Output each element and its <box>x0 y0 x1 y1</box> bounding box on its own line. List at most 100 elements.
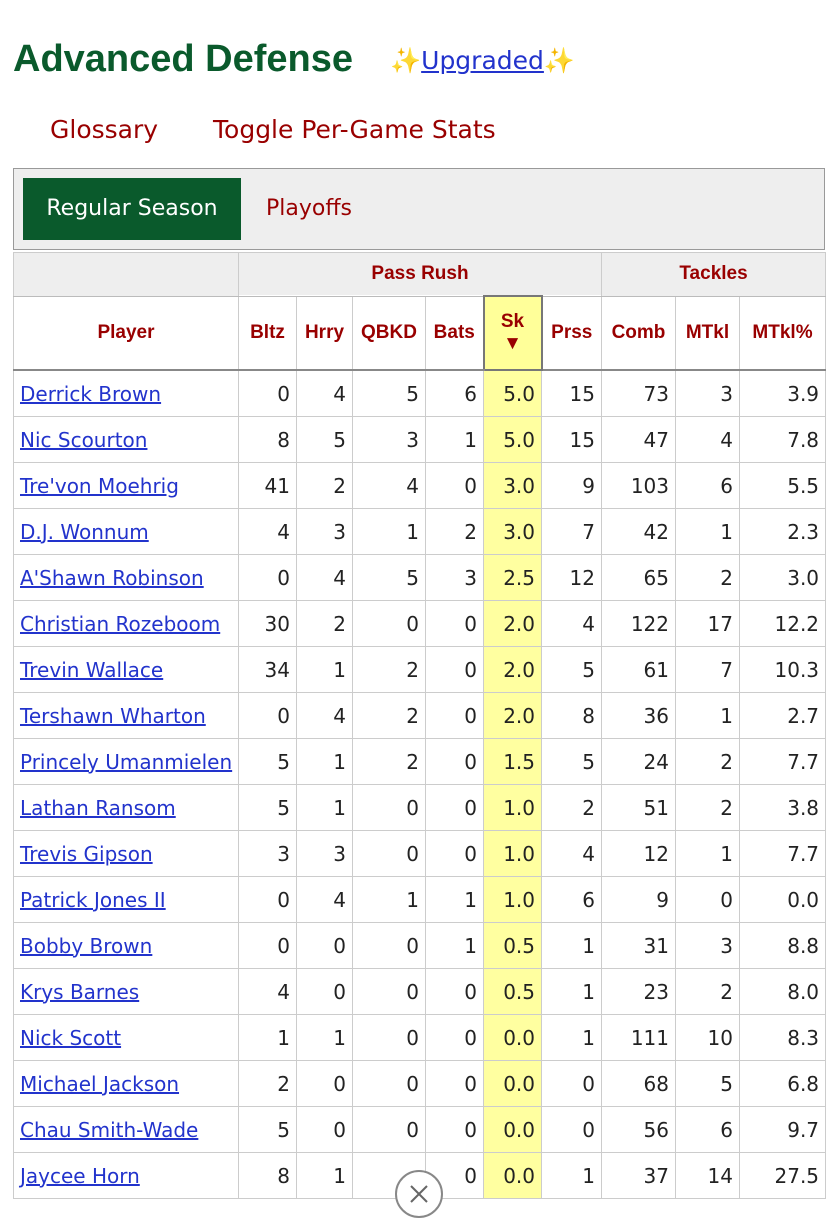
upgraded-link[interactable]: Upgraded <box>421 46 544 75</box>
close-button[interactable] <box>395 1170 443 1218</box>
stat-cell: 4 <box>352 462 426 509</box>
player-link[interactable]: Nic Scourton <box>20 427 148 452</box>
column-header[interactable]: Bltz <box>238 295 297 371</box>
stat-cell: 3 <box>296 830 353 877</box>
stat-cell: 0 <box>425 830 484 877</box>
player-cell: Bobby Brown <box>13 922 239 969</box>
stat-cell: 1 <box>296 738 353 785</box>
stat-cell: 34 <box>238 646 297 693</box>
player-cell: Patrick Jones II <box>13 876 239 923</box>
stat-cell: 5 <box>238 784 297 831</box>
stat-cell: 1 <box>541 922 602 969</box>
column-header[interactable]: Comb <box>601 295 676 371</box>
player-link[interactable]: D.J. Wonnum <box>20 519 149 544</box>
stat-cell: 0 <box>425 692 484 739</box>
stat-cell: 30 <box>238 600 297 647</box>
stat-cell: 3.9 <box>738 369 827 417</box>
stat-cell: 23 <box>601 968 676 1015</box>
stat-cell: 3.0 <box>738 554 827 601</box>
stat-cell: 2 <box>675 738 740 785</box>
player-cell: Michael Jackson <box>13 1060 239 1107</box>
player-link[interactable]: Jaycee Horn <box>20 1163 140 1188</box>
stat-cell: 0 <box>296 968 353 1015</box>
player-link[interactable]: Trevis Gipson <box>20 841 153 866</box>
stat-cell: 3.0 <box>483 508 542 555</box>
player-row: Patrick Jones II 0 4 1 1 1.0 6 9 0 0.0 <box>13 876 827 923</box>
stat-cell: 5 <box>296 416 353 463</box>
player-row: Krys Barnes 4 0 0 0 0.5 1 23 2 8.0 <box>13 968 827 1015</box>
stat-cell: 61 <box>601 646 676 693</box>
column-header[interactable]: Hrry <box>296 295 353 371</box>
player-link[interactable]: Patrick Jones II <box>20 887 166 912</box>
stat-cell: 0.0 <box>738 876 827 923</box>
stat-cell: 73 <box>601 369 676 417</box>
column-header[interactable]: Sk ▼ <box>482 295 543 371</box>
group-header <box>13 252 239 297</box>
player-link[interactable]: Trevin Wallace <box>20 657 164 682</box>
tab-playoffs[interactable]: Playoffs <box>266 196 352 221</box>
stat-cell: 0 <box>425 1106 484 1153</box>
player-link[interactable]: Krys Barnes <box>20 979 140 1004</box>
stat-cell: 1.5 <box>483 738 542 785</box>
player-cell: Christian Rozeboom <box>13 600 239 647</box>
stat-cell: 1 <box>675 692 740 739</box>
stat-cell: 3 <box>296 508 353 555</box>
stat-cell: 65 <box>601 554 676 601</box>
stat-cell: 17 <box>675 600 740 647</box>
column-header[interactable]: QBKD <box>352 295 426 371</box>
stat-cell: 12 <box>541 554 602 601</box>
tab-regular-season[interactable]: Regular Season <box>23 178 241 240</box>
close-icon <box>410 1185 428 1203</box>
stat-cell: 2 <box>675 554 740 601</box>
player-row: A'Shawn Robinson 0 4 5 3 2.5 12 65 2 3.0 <box>13 554 827 601</box>
column-header[interactable]: Player <box>13 295 239 371</box>
group-header: Pass Rush <box>238 252 602 297</box>
player-cell: Jaycee Horn <box>13 1152 239 1199</box>
toggle-link[interactable]: Toggle Per-Game Stats <box>213 115 496 144</box>
player-link[interactable]: Christian Rozeboom <box>20 611 221 636</box>
player-link[interactable]: Nick Scott <box>20 1025 122 1050</box>
glossary-link[interactable]: Glossary <box>50 115 159 144</box>
stat-cell: 2.0 <box>483 692 542 739</box>
player-link[interactable]: Lathan Ransom <box>20 795 176 820</box>
player-cell: A'Shawn Robinson <box>13 554 239 601</box>
column-header[interactable]: Prss <box>541 295 602 371</box>
stat-cell: 5.0 <box>483 369 542 417</box>
stat-cell: 3.8 <box>738 784 827 831</box>
stat-cell: 0 <box>296 1060 353 1107</box>
column-header[interactable]: Bats <box>425 295 484 371</box>
player-link[interactable]: Michael Jackson <box>20 1071 180 1096</box>
player-link[interactable]: Tershawn Wharton <box>20 703 206 728</box>
column-header[interactable]: MTkl% <box>738 295 827 371</box>
stat-cell: 1.0 <box>483 830 542 877</box>
stat-cell: 1 <box>675 830 740 877</box>
player-link[interactable]: Derrick Brown <box>20 381 162 406</box>
stat-cell: 7.8 <box>738 416 827 463</box>
player-row: Lathan Ransom 5 1 0 0 1.0 2 51 2 3.8 <box>13 784 827 831</box>
stat-cell: 0 <box>425 968 484 1015</box>
stat-cell: 4 <box>296 876 353 923</box>
player-link[interactable]: Tre'von Moehrig <box>20 473 179 498</box>
stat-cell: 0 <box>238 692 297 739</box>
player-link[interactable]: Bobby Brown <box>20 933 153 958</box>
player-link[interactable]: Princely Umanmielen <box>20 749 233 774</box>
stat-cell: 0 <box>352 968 426 1015</box>
stat-cell: 5 <box>541 646 602 693</box>
stat-cell: 0 <box>352 1060 426 1107</box>
stat-cell: 6 <box>675 462 740 509</box>
stat-cell: 1 <box>296 1152 353 1199</box>
player-link[interactable]: A'Shawn Robinson <box>20 565 204 590</box>
stat-cell: 0 <box>296 922 353 969</box>
player-row: Princely Umanmielen 5 1 2 0 1.5 5 24 2 7.7 <box>13 738 827 785</box>
column-header[interactable]: MTkl <box>675 295 740 371</box>
player-link[interactable]: Chau Smith-Wade <box>20 1117 199 1142</box>
stat-cell: 5.5 <box>738 462 827 509</box>
stat-cell: 0 <box>238 554 297 601</box>
player-cell: Tershawn Wharton <box>13 692 239 739</box>
player-row: Trevin Wallace 34 1 2 0 2.0 5 61 7 10.3 <box>13 646 827 693</box>
stat-cell: 103 <box>601 462 676 509</box>
stat-cell: 4 <box>296 369 353 417</box>
stat-cell: 1 <box>296 1014 353 1061</box>
stat-cell: 8 <box>238 416 297 463</box>
